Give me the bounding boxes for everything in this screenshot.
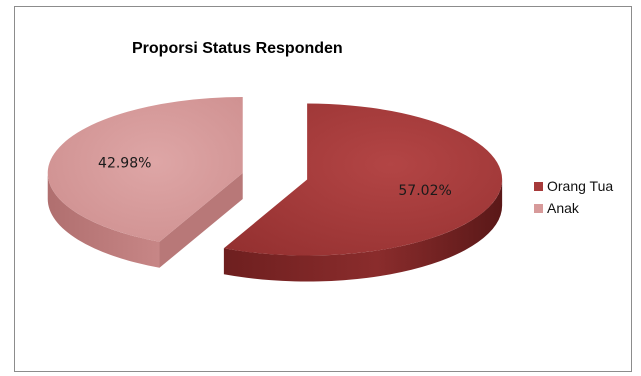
- legend-item-anak: Anak: [534, 197, 613, 219]
- legend-swatch-anak: [534, 203, 543, 213]
- legend-item-orang-tua: Orang Tua: [534, 175, 613, 197]
- legend-label-orang-tua: Orang Tua: [547, 178, 614, 194]
- pie-slice-side-0: [223, 179, 503, 282]
- pie-slice-side-1: [47, 173, 160, 268]
- data-label-anak: 42.98%: [98, 156, 151, 172]
- chart-title: Proporsi Status Responden: [132, 40, 343, 57]
- pie-slice-orang-tua: [223, 103, 503, 256]
- pie-slice-anak: [47, 97, 243, 242]
- data-label-orang-tua: 57.02%: [398, 183, 451, 199]
- legend-label-anak: Anak: [547, 200, 579, 216]
- legend-swatch-orang-tua: [534, 181, 543, 191]
- legend: Orang Tua Anak: [534, 175, 613, 219]
- pie-slice-cut-1-0: [159, 173, 243, 268]
